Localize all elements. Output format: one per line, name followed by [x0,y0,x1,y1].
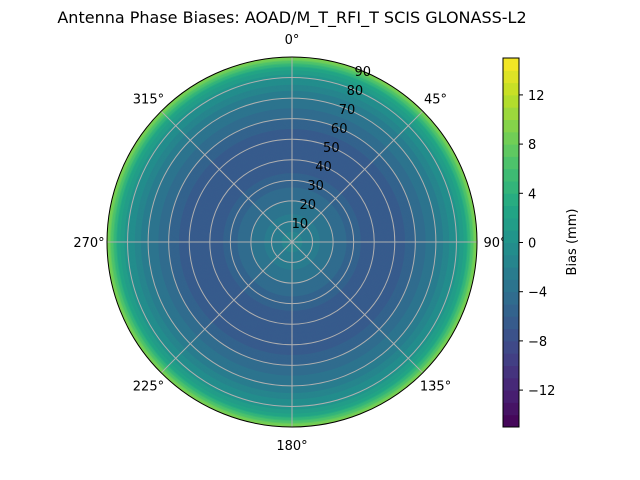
angular-tick-label: 45° [424,92,447,107]
angular-tick-label: 225° [133,380,164,395]
angular-tick-label: 135° [420,380,451,395]
colorbar-level [503,267,519,280]
radial-tick-label: 80 [347,84,364,99]
colorbar-tick-label: 4 [528,187,536,202]
angular-tick-label: 90° [483,236,506,251]
colorbar-level [503,340,519,354]
angular-tick-label: 270° [73,236,104,251]
colorbar: −12 −8 −4 0 4 8 12 [502,57,555,428]
angular-tick-labels: 0° 45° 90° 135° 180° 225° 270° 315° [73,33,506,454]
colorbar-label: Bias (mm) [565,209,580,276]
colorbar-level [503,168,519,182]
colorbar-level [503,58,519,71]
colorbar-level [503,353,519,366]
colorbar-level [503,242,519,256]
angular-tick-label: 180° [276,439,307,454]
colorbar-level [503,377,519,391]
colorbar-level [503,414,519,428]
radial-tick-label: 40 [315,160,332,175]
colorbar-level [503,131,519,145]
colorbar-level [503,304,519,317]
colorbar-level [503,365,519,379]
colorbar-level [503,82,519,96]
radial-tick-label: 90 [355,65,372,80]
colorbar-level [503,230,519,243]
colorbar-level [503,193,519,207]
colorbar-level [503,217,519,231]
chart-title: Antenna Phase Biases: AOAD/M_T_RFI_T SCI… [57,8,526,28]
colorbar-level [503,156,519,170]
radial-tick-label: 30 [307,179,324,194]
colorbar-level [503,107,519,120]
radial-tick-label: 60 [331,122,348,137]
radial-tick-labels: 10 20 30 40 50 60 70 80 90 [292,65,371,232]
colorbar-level [503,390,519,403]
radial-tick-label: 10 [292,217,309,232]
colorbar-level [503,181,519,194]
colorbar-level [503,402,519,416]
colorbar-level [503,254,519,268]
colorbar-level [503,119,519,133]
radial-tick-label: 20 [299,198,316,213]
colorbar-level [503,94,519,108]
colorbar-level [503,291,519,305]
colorbar-level [503,279,519,293]
radial-tick-label: 50 [323,141,340,156]
angular-gridline [160,110,424,374]
colorbar-tick-label: −8 [528,335,547,350]
colorbar-level [503,316,519,330]
angular-tick-label: 315° [133,92,164,107]
colorbar-tick-label: −12 [528,384,555,399]
colorbar-tick-label: 0 [528,237,536,252]
colorbar-level [503,70,519,84]
colorbar-level [503,328,519,342]
polar-axes [106,56,478,428]
colorbar-tick-label: 8 [528,138,536,153]
angular-tick-label: 0° [285,33,300,48]
colorbar-tick-label: 12 [528,89,545,104]
polar-frame [106,56,478,428]
radial-tick-label: 70 [339,103,356,118]
colorbar-level [503,144,519,157]
colorbar-tick-label: −4 [528,286,547,301]
colorbar-level [503,205,519,219]
